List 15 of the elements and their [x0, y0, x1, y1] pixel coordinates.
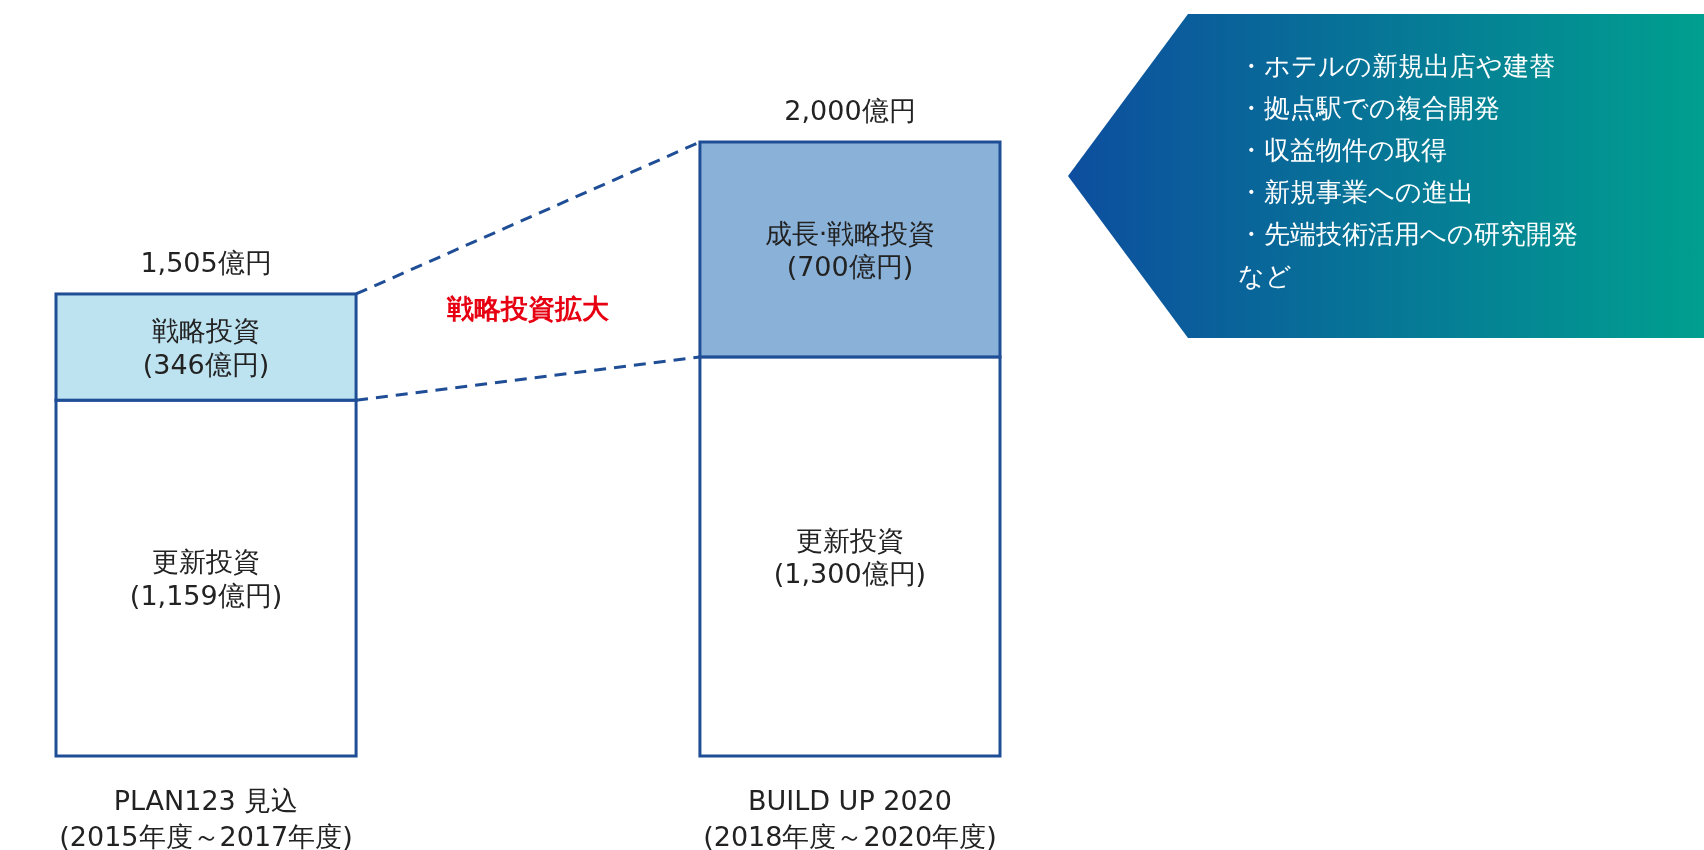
text: ・先端技術活用への研究開発	[1238, 219, 1578, 249]
x-tick-label: BUILD UP 2020 (2018年度～2020年度)	[703, 784, 997, 850]
annotation: 戦略投資拡大	[446, 292, 610, 324]
data-label: 成長·戦略投資 (700億円)	[764, 217, 936, 282]
total-label: 2,000億円	[784, 94, 916, 126]
text: など	[1238, 261, 1292, 291]
x-tick-label: PLAN123 見込 (2015年度～2017年度)	[59, 784, 353, 850]
data-label: 戦略投資 (346億円)	[142, 314, 270, 380]
data-label: 更新投資 (1,300億円)	[773, 524, 927, 589]
text: ・収益物件の取得	[1238, 135, 1447, 165]
text: ・ホテルの新規出店や建替	[1238, 51, 1555, 81]
text: ・拠点駅での複合開発	[1238, 93, 1500, 123]
data-label: 更新投資 (1,159億円)	[129, 545, 283, 611]
text: ・新規事業への進出	[1238, 177, 1474, 207]
total-label: 1,505億円	[140, 246, 272, 278]
